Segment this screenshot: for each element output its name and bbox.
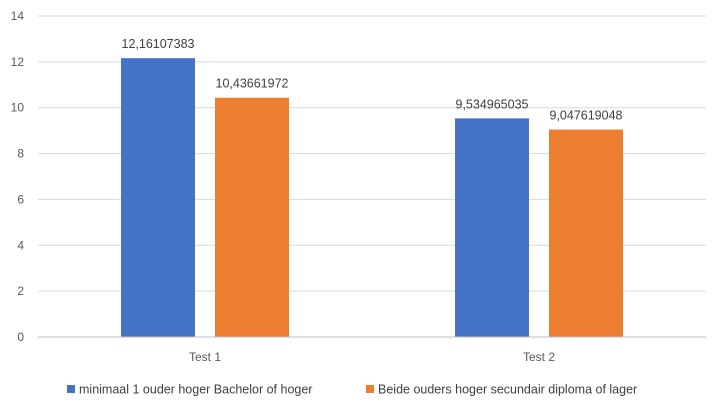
x-axis-tick-labels: Test 1 Test 2 — [189, 350, 555, 364]
legend-entry-label: minimaal 1 ouder hoger Bachelor of hoger — [79, 383, 312, 397]
data-label: 12,16107383 — [122, 37, 195, 51]
y-tick-label: 6 — [17, 192, 24, 206]
data-labels: 12,16107383 10,43661972 9,534965035 9,04761… — [122, 37, 623, 122]
y-tick-label: 8 — [17, 147, 24, 161]
legend-entry-label: Beide ouders hoger secundair diploma of … — [378, 383, 637, 397]
y-tick-label: 10 — [11, 101, 25, 115]
bars — [121, 58, 623, 338]
y-tick-label: 0 — [17, 330, 24, 344]
y-tick-label: 14 — [11, 9, 25, 23]
data-label: 9,047619048 — [550, 109, 623, 123]
data-label: 9,534965035 — [456, 97, 529, 111]
data-label: 10,43661972 — [216, 77, 289, 91]
y-tick-label: 2 — [17, 284, 24, 298]
bar-1-test-1 — [121, 58, 195, 338]
bar-2-test-1 — [215, 97, 289, 337]
x-tick-label: Test 2 — [523, 350, 555, 364]
bar-2-test-2 — [549, 129, 623, 337]
x-tick-label: Test 1 — [189, 350, 221, 364]
bar-1-test-2 — [455, 118, 529, 337]
legend: minimaal 1 ouder hoger Bachelor of hoger… — [67, 383, 637, 397]
y-axis-tick-labels: 0 2 4 6 8 10 12 14 — [11, 9, 25, 344]
y-tick-label: 4 — [17, 238, 24, 252]
y-tick-label: 12 — [11, 55, 25, 69]
legend-swatch — [67, 385, 75, 393]
legend-swatch — [366, 385, 374, 393]
